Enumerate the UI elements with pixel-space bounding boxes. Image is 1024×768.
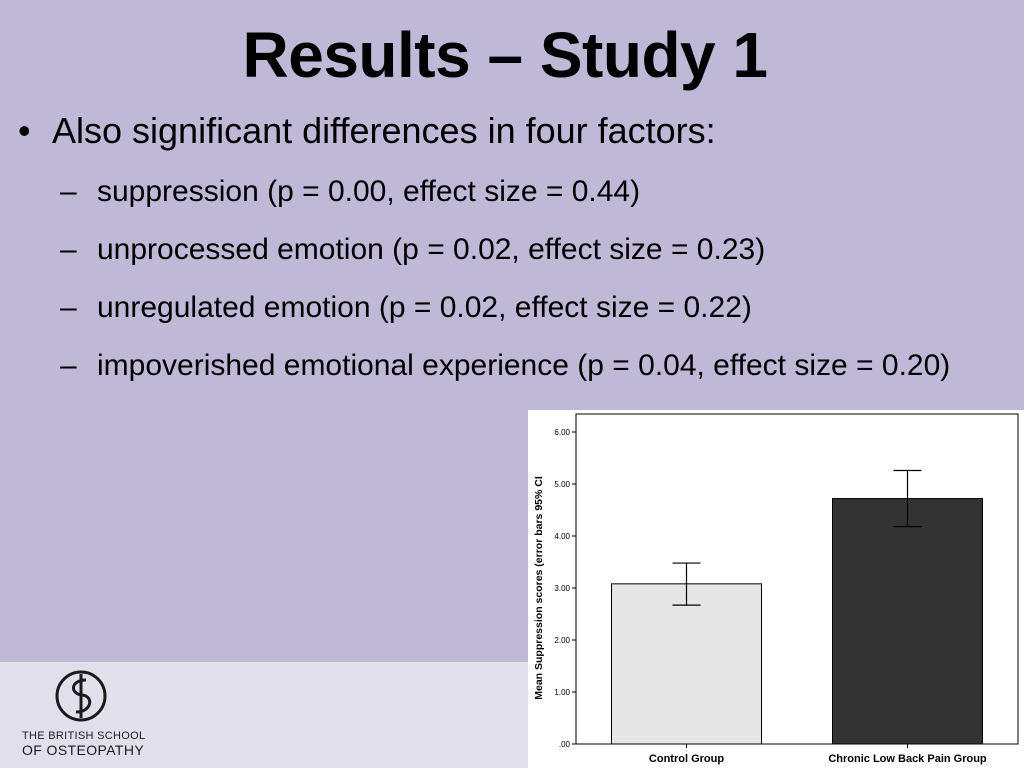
y-tick-label: 5.00	[554, 480, 570, 489]
logo-line-1: THE BRITISH SCHOOL	[22, 730, 146, 742]
dash-marker: –	[60, 233, 77, 266]
y-tick-label: 6.00	[554, 428, 570, 437]
main-bullet-text: Also significant differences in four fac…	[52, 110, 716, 151]
logo-line-2: OF OSTEOPATHY	[22, 742, 145, 758]
y-tick-label: 4.00	[554, 532, 570, 541]
sub-bullet-unregulated: – unregulated emotion (p = 0.02, effect s…	[60, 290, 960, 325]
y-axis-label: Mean Suppression scores (error bars 95% …	[533, 476, 545, 700]
slide-title: Results – Study 1	[242, 19, 769, 91]
sub-bullet-list: – suppression (p = 0.00, effect size = 0.…	[60, 174, 960, 406]
y-tick-label: 3.00	[554, 584, 570, 593]
chart-svg: .00 1.00 2.00 3.00 4.00 5.00 6.00 Mean Suppress…	[533, 413, 1019, 765]
bar-chronic-pain-group	[832, 498, 983, 745]
x-tick-label: Chronic Low Back Pain Group	[828, 753, 987, 765]
y-tick-label: 1.00	[554, 688, 570, 697]
x-tick-label: Control Group	[649, 753, 724, 765]
osteopathy-emblem-icon	[55, 670, 107, 722]
school-logo: THE BRITISH SCHOOL OF OSTEOPATHY	[22, 668, 152, 760]
main-bullet: • Also significant differences in four fa…	[18, 110, 716, 152]
suppression-bar-chart: .00 1.00 2.00 3.00 4.00 5.00 6.00 Mean Suppress…	[528, 410, 1024, 768]
sub-bullet-suppression: – suppression (p = 0.00, effect size = 0.…	[60, 174, 960, 209]
dash-marker: –	[60, 291, 77, 324]
bar-control-group	[611, 583, 762, 745]
sub-bullet-unprocessed: – unprocessed emotion (p = 0.02, effect s…	[60, 232, 960, 267]
sub-bullet-text: unregulated emotion (p = 0.02, effect si…	[97, 291, 752, 324]
y-tick-label: .00	[559, 740, 571, 749]
dash-marker: –	[60, 175, 77, 208]
sub-bullet-text: suppression (p = 0.00, effect size = 0.4…	[97, 175, 641, 208]
sub-bullet-text: unprocessed emotion (p = 0.02, effect si…	[97, 233, 766, 266]
sub-bullet-text: impoverished emotional experience (p = 0…	[97, 349, 951, 382]
dash-marker: –	[60, 349, 77, 382]
y-tick-label: 2.00	[554, 636, 570, 645]
sub-bullet-impoverished: – impoverished emotional experience (p = …	[60, 348, 960, 383]
bullet-marker: •	[18, 110, 31, 151]
